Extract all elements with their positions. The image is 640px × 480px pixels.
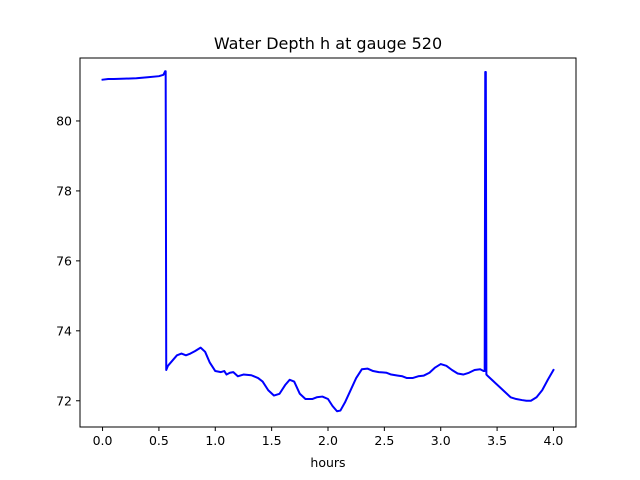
y-tick-label: 80 [56,113,72,128]
plot-area [101,70,555,413]
x-tick-label: 3.0 [431,433,451,448]
x-tick-label: 4.0 [544,433,564,448]
plot-frame [79,57,577,428]
series-line-0 [101,70,555,413]
x-tick-label: 2.5 [374,433,394,448]
x-tick-label: 1.5 [262,433,282,448]
x-tick-label: 1.0 [205,433,225,448]
x-axis-label: hours [310,455,345,470]
y-tick-label: 76 [56,253,72,268]
y-tick-label: 72 [56,393,72,408]
x-tick-label: 0.0 [93,433,113,448]
x-tick-label: 0.5 [149,433,169,448]
chart-title: Water Depth h at gauge 520 [214,34,442,53]
y-tick-label: 78 [56,183,72,198]
x-tick-label: 2.0 [318,433,338,448]
y-tick-label: 74 [56,323,72,338]
x-tick-label: 3.5 [487,433,507,448]
axes: 0.0 0.5 1.0 1.5 2.0 2.5 3.0 3.5 4.0 72 74 76 78 80 [56,57,577,448]
